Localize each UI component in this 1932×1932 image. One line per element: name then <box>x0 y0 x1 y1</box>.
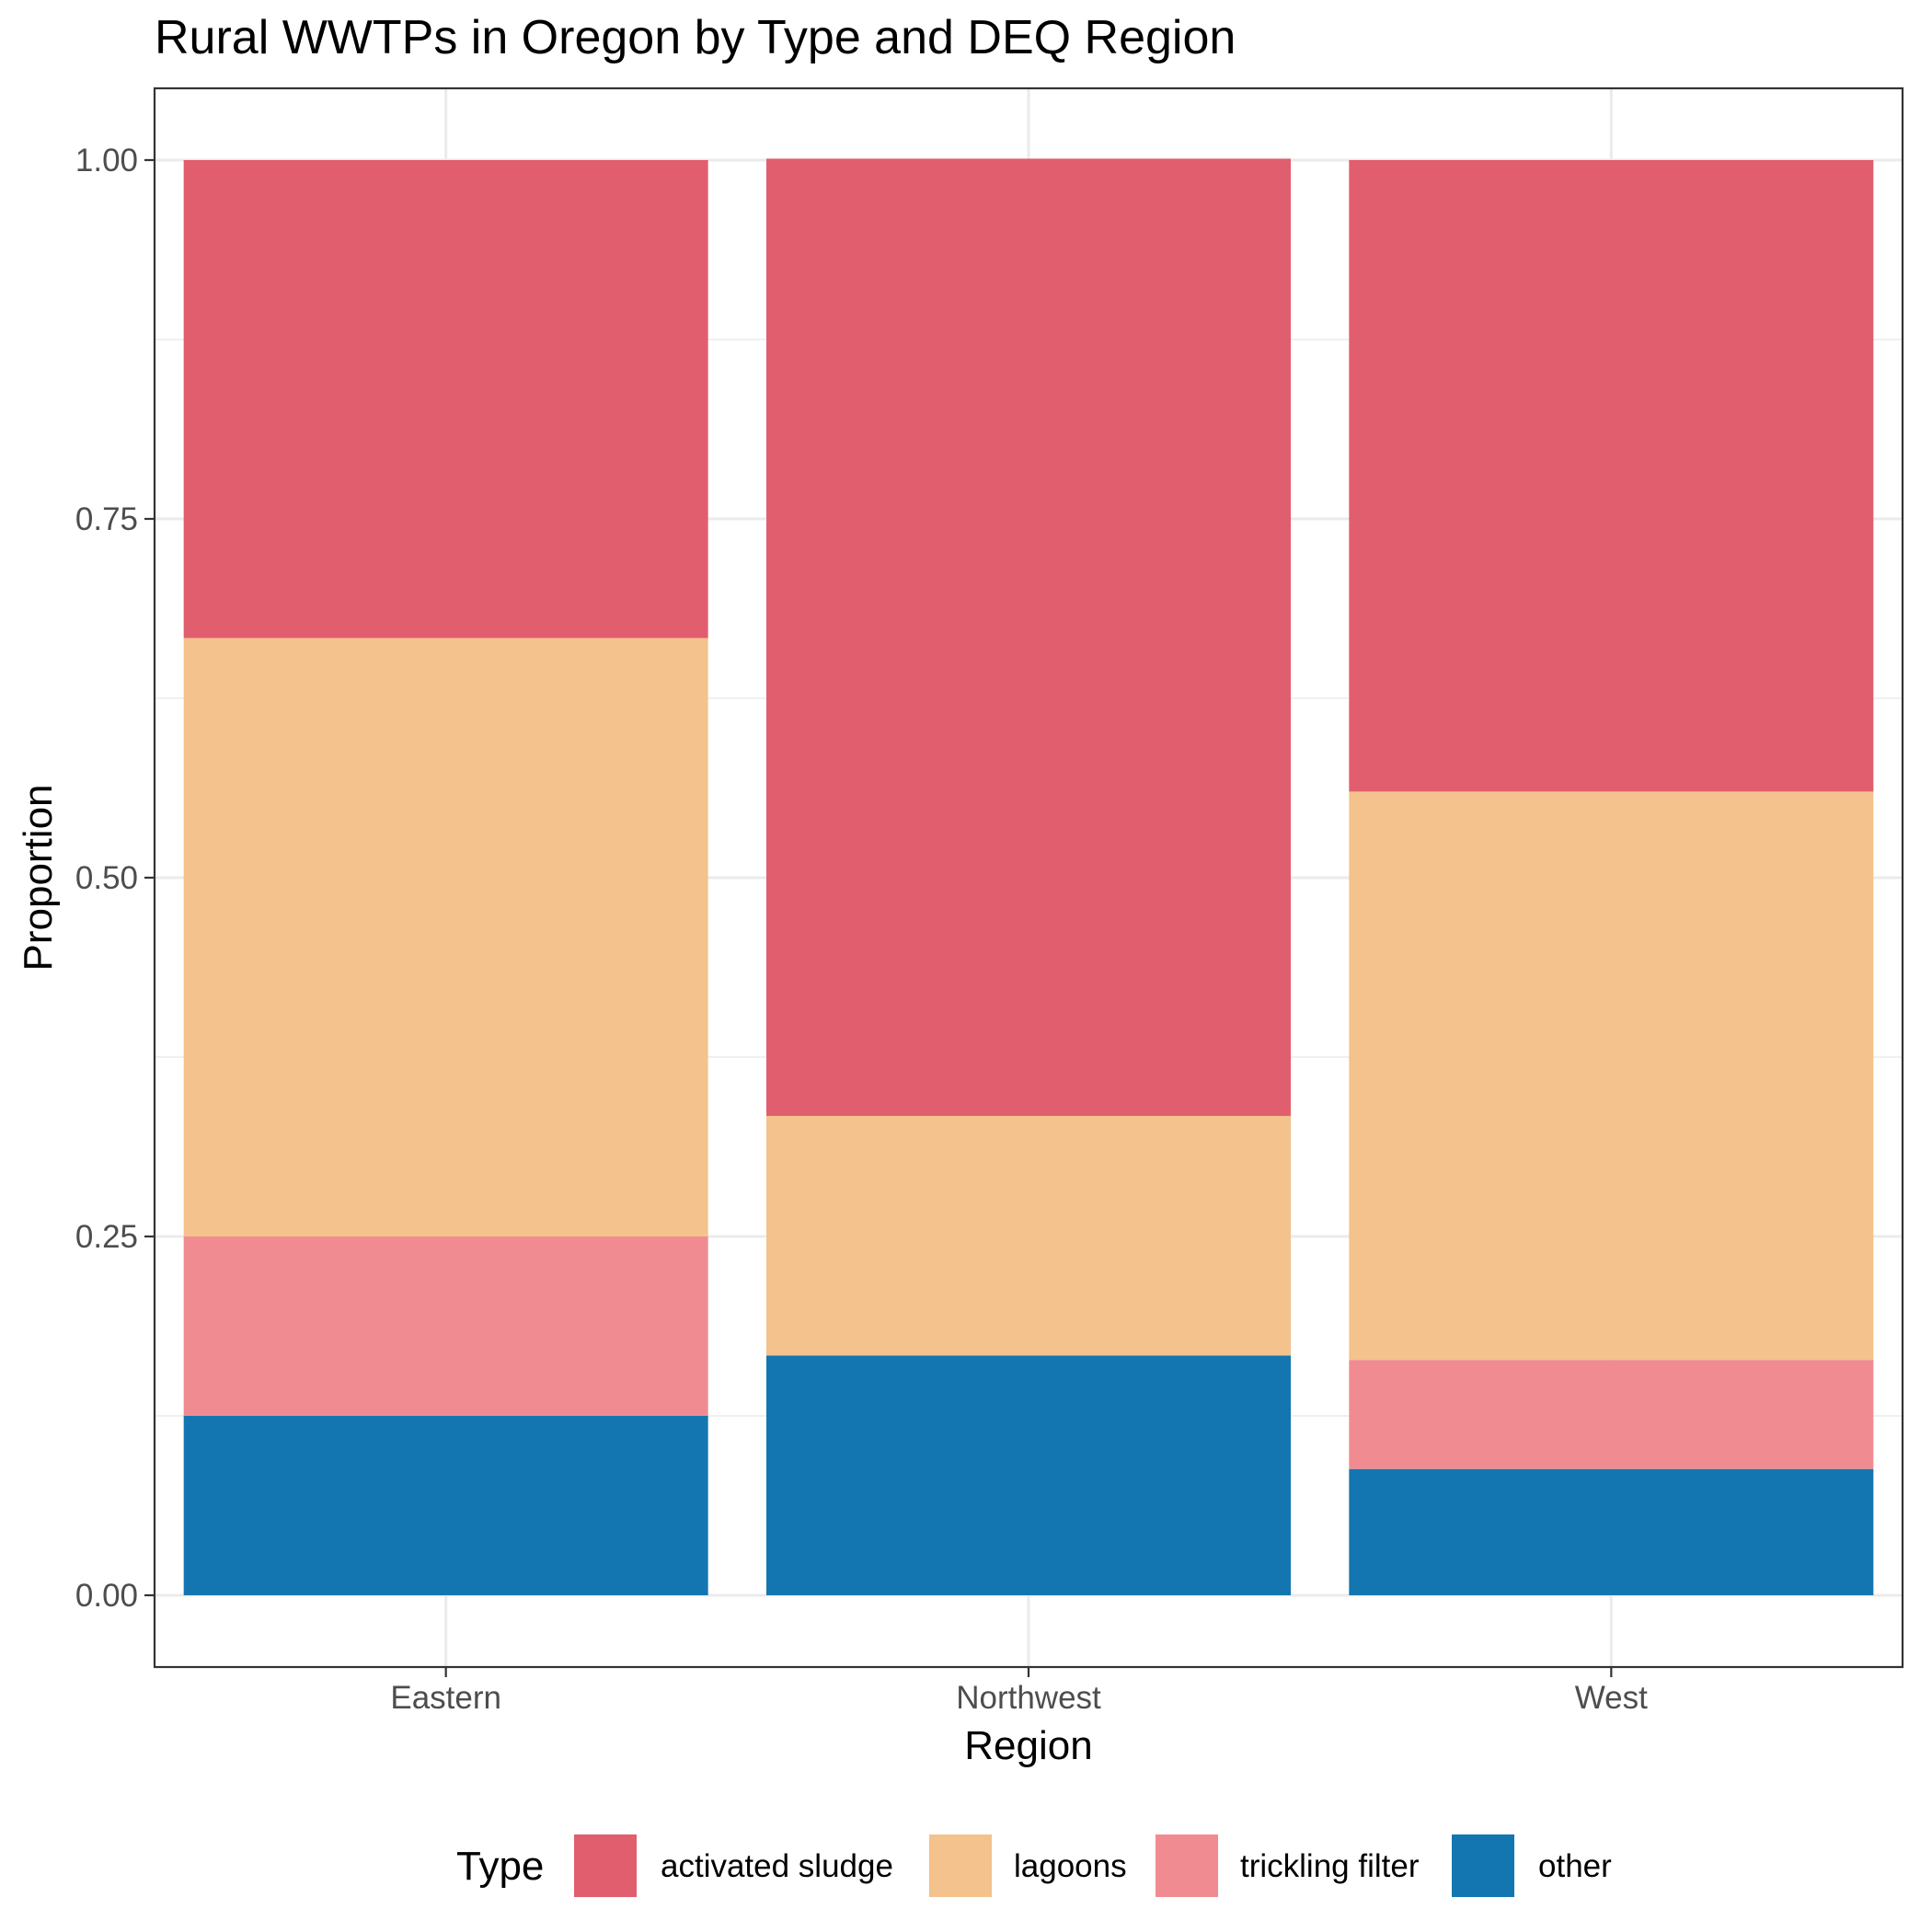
bar-segment-eastern-other <box>183 1416 708 1595</box>
legend-key-activated-sludge <box>574 1834 637 1897</box>
bar-segment-west-lagoons <box>1349 791 1874 1361</box>
x-tick-label: Eastern <box>390 1680 501 1716</box>
x-tick-label: Northwest <box>956 1680 1101 1716</box>
bar-segment-eastern-lagoons <box>183 638 708 1236</box>
axes: 0.00 0.25 0.50 0.75 1.00 Eastern Northwest West <box>75 143 1648 1716</box>
legend-key-lagoons <box>929 1834 992 1897</box>
x-tick-label: West <box>1575 1680 1648 1716</box>
bar-segment-northwest-lagoons <box>766 1115 1291 1356</box>
bar-segment-eastern-trickling-filter <box>183 1236 708 1416</box>
legend-label: other <box>1538 1848 1612 1884</box>
legend-label: activated sludge <box>661 1848 893 1884</box>
bar-segment-west-activated-sludge <box>1349 160 1874 792</box>
bar-segment-west-trickling-filter <box>1349 1360 1874 1469</box>
y-tick-label: 0.25 <box>75 1219 138 1255</box>
chart-title: Rural WWTPs in Oregon by Type and DEQ Re… <box>155 11 1236 64</box>
bars <box>183 158 1874 1595</box>
y-tick-label: 0.75 <box>75 501 138 537</box>
bar-segment-eastern-activated-sludge <box>183 160 708 638</box>
bar-segment-west-other <box>1349 1468 1874 1595</box>
legend-label: lagoons <box>1014 1848 1127 1884</box>
x-axis-title: Region <box>964 1723 1092 1768</box>
y-tick-label: 0.00 <box>75 1578 138 1614</box>
legend-label: trickling filter <box>1240 1848 1420 1884</box>
y-tick-label: 0.50 <box>75 860 138 896</box>
bar-segment-northwest-other <box>766 1355 1291 1595</box>
legend-key-other <box>1452 1834 1514 1897</box>
y-axis-title: Proportion <box>16 784 61 971</box>
y-tick-label: 1.00 <box>75 143 138 178</box>
legend: Type activated sludge lagoons trickling fi… <box>456 1834 1612 1897</box>
legend-key-trickling-filter <box>1156 1834 1218 1897</box>
legend-title: Type <box>456 1844 544 1889</box>
bar-segment-northwest-activated-sludge <box>766 158 1291 1116</box>
